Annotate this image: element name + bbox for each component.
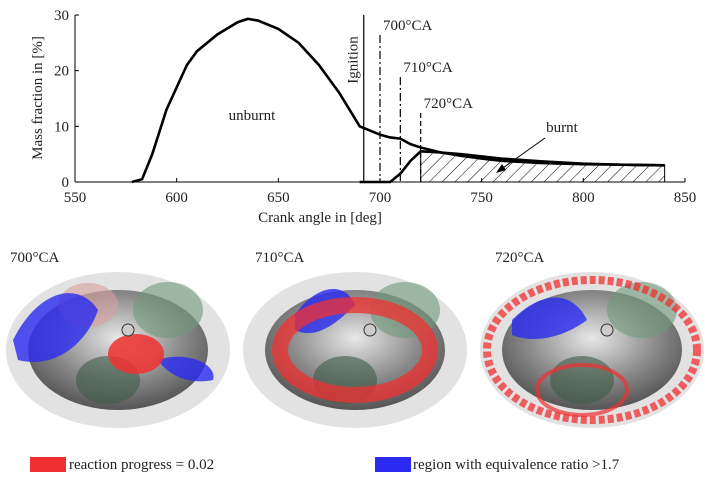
series-line	[359, 150, 665, 184]
y-axis-label: Mass fraction in [%]	[30, 36, 46, 160]
series-annotation: burnt	[546, 120, 578, 136]
panel-label: 720°CA	[495, 250, 545, 266]
x-tick-label: 850	[674, 190, 697, 206]
engine-render	[480, 272, 704, 428]
x-tick-label: 750	[470, 190, 493, 206]
y-tick-label: 20	[54, 64, 69, 80]
y-tick-label: 10	[54, 119, 69, 135]
series-annotation: unburnt	[229, 108, 276, 124]
legend-label: region with equivalence ratio >1.7	[413, 457, 620, 473]
legend-swatch	[375, 457, 411, 472]
x-tick-label: 650	[267, 190, 290, 206]
legend-swatch	[30, 457, 66, 472]
marker-label: 720°CA	[424, 96, 474, 112]
annotation-arrowhead	[496, 164, 506, 173]
legend-label: reaction progress = 0.02	[69, 457, 214, 473]
series-line	[131, 17, 665, 184]
engine-render	[243, 272, 467, 428]
panels	[6, 272, 704, 428]
panel-label: 710°CA	[255, 250, 305, 266]
annotation-arrow	[499, 137, 546, 171]
y-tick-label: 0	[62, 175, 70, 191]
x-axis-label: Crank angle in [deg]	[258, 210, 382, 226]
panel-label: 700°CA	[10, 250, 60, 266]
engine-render	[6, 272, 230, 428]
marker-label: 700°CA	[383, 18, 433, 34]
marker-label: Ignition	[346, 36, 362, 84]
marker-label: 710°CA	[403, 60, 453, 76]
x-tick-label: 800	[572, 190, 595, 206]
x-tick-label: 700	[369, 190, 392, 206]
y-tick-label: 30	[54, 8, 69, 24]
x-tick-label: 600	[165, 190, 188, 206]
x-tick-label: 550	[64, 190, 87, 206]
